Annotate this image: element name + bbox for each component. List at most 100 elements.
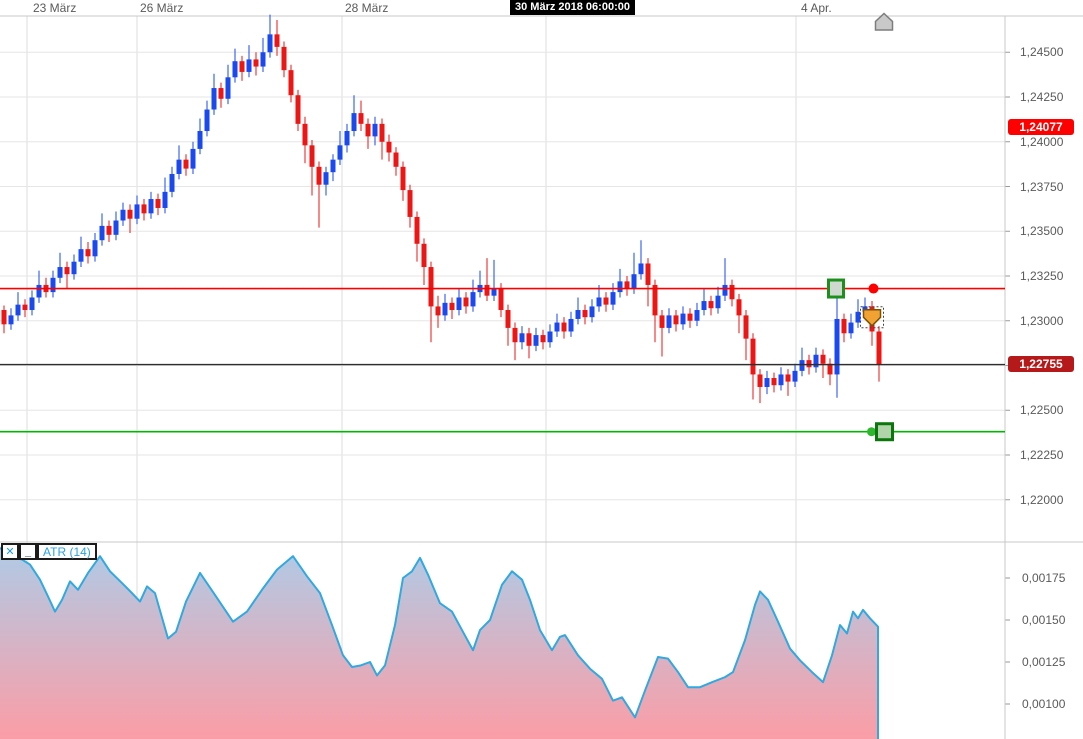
alert-dot[interactable]: [868, 283, 879, 294]
candle: [505, 304, 511, 346]
candle-body: [232, 61, 238, 78]
atr-indicator-label[interactable]: ATR (14): [37, 543, 97, 560]
candle-body: [36, 284, 42, 298]
candle-body: [785, 374, 791, 382]
candle: [239, 55, 245, 81]
candle: [344, 123, 350, 153]
candle-body: [491, 288, 497, 296]
sell-arrow[interactable]: [862, 309, 882, 327]
candle: [540, 329, 546, 350]
candle-body: [162, 191, 168, 208]
candle-body: [435, 306, 441, 316]
candle: [78, 236, 84, 268]
candle-body: [603, 297, 609, 305]
candle: [71, 254, 77, 280]
candle-body: [456, 297, 462, 311]
candle-body: [540, 335, 546, 343]
candle: [526, 327, 532, 359]
tp-box[interactable]: [875, 422, 894, 442]
candle-body: [792, 370, 798, 382]
candle: [379, 118, 385, 160]
candle-body: [64, 267, 70, 275]
candle: [386, 134, 392, 162]
candle: [316, 161, 322, 228]
candle-body: [92, 240, 98, 257]
candle: [15, 292, 21, 321]
candle-body: [393, 152, 399, 167]
candle: [589, 299, 595, 323]
candle-body: [85, 249, 91, 257]
candle: [673, 310, 679, 332]
candle-body: [708, 301, 714, 309]
candle-body: [260, 52, 266, 67]
candle-body: [407, 190, 413, 217]
scroll-up-marker[interactable]: [874, 12, 894, 31]
atr-close-button[interactable]: ✕: [1, 543, 19, 560]
atr-minimize-button[interactable]: _: [19, 543, 37, 560]
candle: [57, 252, 63, 284]
candle: [428, 261, 434, 343]
candle: [281, 41, 287, 78]
candle-body: [274, 34, 280, 47]
candle: [43, 277, 49, 298]
candle-body: [841, 318, 847, 334]
candle-body: [687, 313, 693, 321]
candle-body: [498, 288, 504, 311]
candle-body: [218, 88, 224, 99]
candle-body: [379, 123, 385, 142]
candle-body: [799, 360, 805, 371]
candle-body: [204, 109, 210, 132]
candle-body: [764, 378, 770, 387]
candle: [22, 299, 28, 318]
candle-body: [295, 95, 301, 124]
candle-body: [155, 199, 161, 208]
candle-body: [400, 166, 406, 191]
candle-body: [610, 292, 616, 305]
atr-value-label: 0,00175: [1022, 571, 1066, 585]
candle: [449, 297, 455, 319]
candle: [92, 233, 98, 262]
sell-arrow-selection: [860, 306, 884, 329]
candle-body: [113, 220, 119, 235]
candle: [610, 283, 616, 311]
candle: [288, 64, 294, 103]
candle: [323, 166, 329, 196]
order-box[interactable]: [827, 278, 845, 299]
candle-body: [442, 302, 448, 316]
candle-body: [316, 166, 322, 185]
candle: [253, 52, 259, 76]
candle-body: [344, 131, 350, 146]
candle-body: [547, 331, 553, 343]
candle: [687, 308, 693, 328]
candle-body: [848, 322, 854, 334]
tp-dot[interactable]: [867, 427, 876, 437]
candle-body: [351, 113, 357, 132]
candle: [204, 100, 210, 137]
candle: [484, 258, 490, 302]
candle-body: [631, 274, 637, 289]
candle: [680, 306, 686, 330]
candle: [36, 270, 42, 303]
price-label: 1,23500: [1020, 224, 1064, 239]
candle: [792, 363, 798, 387]
candle-body: [211, 88, 217, 110]
candle-body: [106, 225, 112, 235]
candle-body: [554, 322, 560, 332]
candle: [799, 347, 805, 377]
alert-price-badge: 1,24077: [1008, 118, 1074, 135]
candle: [414, 211, 420, 262]
price-label: 1,24500: [1020, 45, 1064, 60]
candle: [715, 286, 721, 314]
candle: [400, 161, 406, 201]
candle: [183, 154, 189, 176]
atr-value-label: 0,00125: [1022, 655, 1066, 669]
candle-body: [309, 145, 315, 167]
candle-body: [253, 59, 259, 67]
candle: [295, 89, 301, 132]
candle: [456, 288, 462, 316]
candle-body: [99, 225, 105, 241]
candle: [813, 347, 819, 373]
candle-body: [743, 315, 749, 339]
candle: [8, 308, 14, 330]
